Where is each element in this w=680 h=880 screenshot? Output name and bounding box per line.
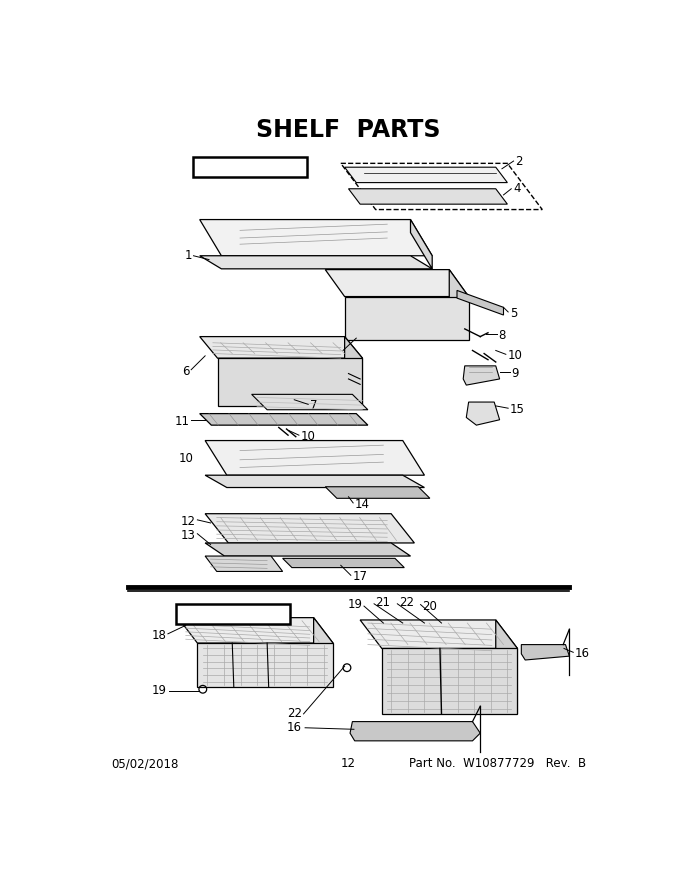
Polygon shape: [218, 358, 362, 406]
Text: 2: 2: [515, 155, 523, 167]
Polygon shape: [205, 514, 414, 543]
Text: 19: 19: [347, 598, 362, 611]
Text: 16: 16: [575, 648, 590, 660]
Text: 5: 5: [510, 307, 517, 320]
Text: 19: 19: [152, 685, 167, 697]
Text: 10: 10: [179, 451, 194, 465]
Text: 6: 6: [182, 364, 190, 378]
Text: 12: 12: [341, 758, 356, 771]
Polygon shape: [205, 556, 283, 571]
Polygon shape: [252, 394, 368, 410]
Text: 1: 1: [184, 249, 192, 262]
Polygon shape: [283, 558, 405, 568]
Polygon shape: [457, 290, 503, 315]
Text: 22: 22: [287, 708, 302, 721]
Text: 7: 7: [310, 400, 318, 413]
Polygon shape: [325, 269, 469, 297]
Polygon shape: [200, 336, 362, 358]
Text: 11: 11: [175, 414, 190, 428]
Polygon shape: [360, 620, 517, 649]
Text: 10: 10: [301, 430, 316, 444]
Polygon shape: [200, 256, 432, 269]
Text: 8: 8: [498, 328, 505, 341]
Text: 9: 9: [511, 367, 519, 380]
Text: 4: 4: [513, 182, 520, 195]
Polygon shape: [205, 475, 424, 488]
Text: 13: 13: [181, 529, 196, 542]
Polygon shape: [348, 188, 507, 204]
FancyBboxPatch shape: [192, 158, 307, 177]
Polygon shape: [325, 487, 430, 498]
Text: 18: 18: [152, 629, 167, 642]
Text: FREEZER: FREEZER: [207, 609, 259, 619]
Text: Part No.  W10877729   Rev.  B: Part No. W10877729 Rev. B: [409, 758, 585, 771]
Polygon shape: [345, 297, 469, 341]
Text: 21: 21: [375, 596, 390, 609]
Text: 10: 10: [507, 349, 522, 363]
Polygon shape: [466, 402, 500, 425]
Text: 05/02/2018: 05/02/2018: [112, 758, 179, 771]
Polygon shape: [522, 644, 569, 660]
Text: 22: 22: [399, 596, 414, 609]
Polygon shape: [197, 643, 333, 687]
Text: 17: 17: [352, 570, 367, 583]
Text: 3: 3: [345, 344, 352, 357]
Polygon shape: [382, 649, 517, 714]
Polygon shape: [345, 336, 362, 406]
Text: SHELF  PARTS: SHELF PARTS: [256, 118, 441, 143]
Polygon shape: [463, 366, 500, 385]
Polygon shape: [200, 219, 432, 256]
Text: REFRIGERATOR: REFRIGERATOR: [205, 162, 294, 172]
Text: 15: 15: [510, 403, 524, 416]
Polygon shape: [205, 441, 424, 475]
Polygon shape: [496, 620, 517, 714]
Text: 14: 14: [355, 498, 370, 511]
Polygon shape: [411, 219, 432, 269]
Polygon shape: [313, 618, 333, 687]
Polygon shape: [200, 414, 368, 425]
Text: 20: 20: [422, 599, 437, 612]
FancyBboxPatch shape: [175, 604, 290, 624]
Text: 16: 16: [287, 722, 302, 734]
Polygon shape: [178, 618, 333, 643]
Polygon shape: [345, 167, 507, 182]
Polygon shape: [449, 269, 469, 341]
Text: 12: 12: [181, 515, 196, 528]
Polygon shape: [205, 543, 411, 556]
Polygon shape: [350, 722, 480, 741]
